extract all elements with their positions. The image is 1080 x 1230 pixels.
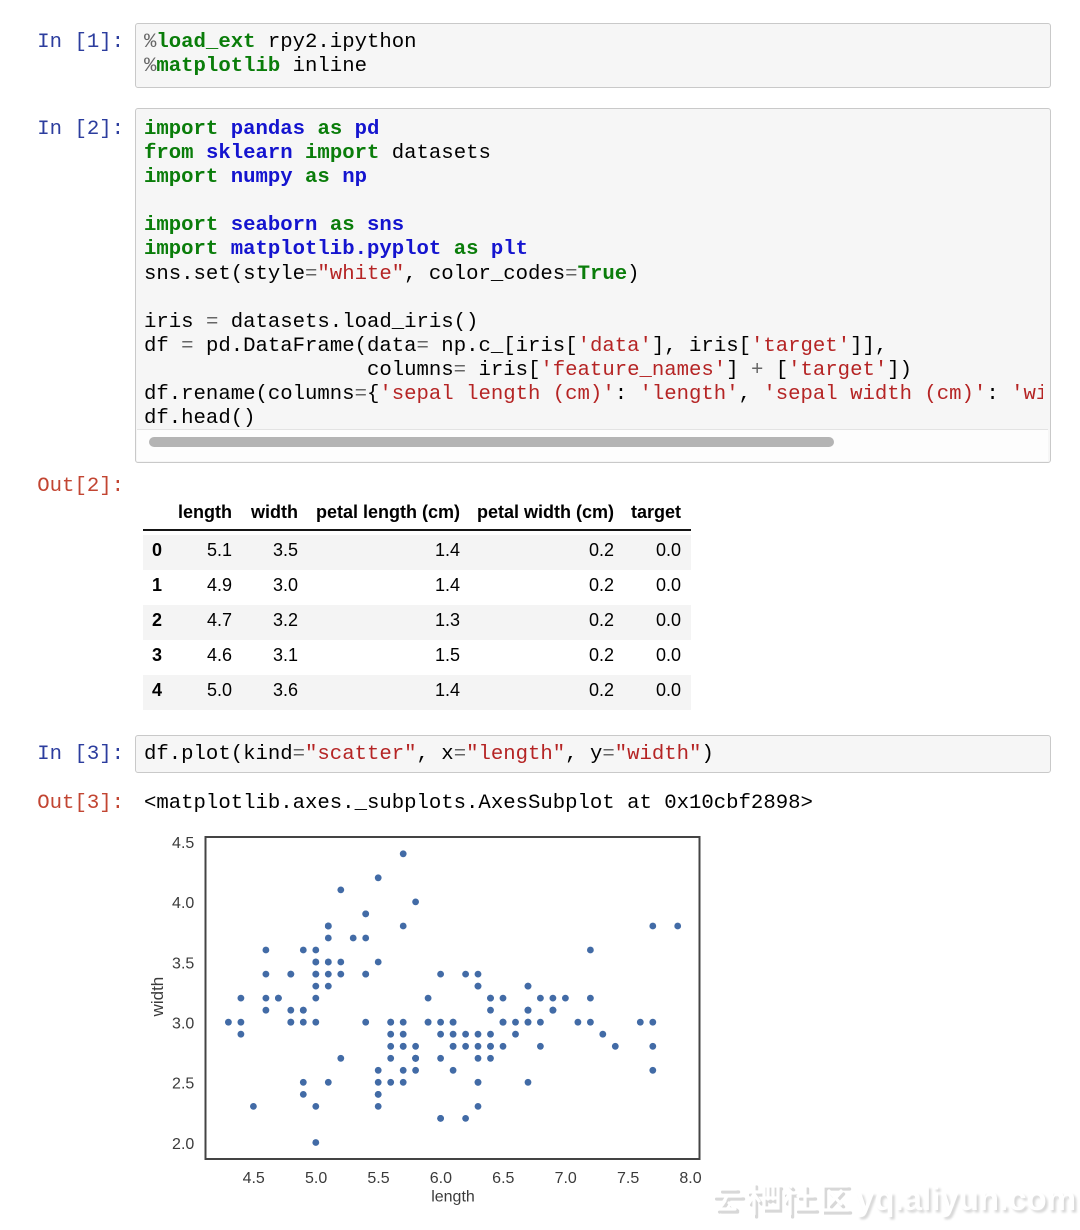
svg-text:4.0: 4.0 — [172, 895, 194, 912]
svg-text:8.0: 8.0 — [679, 1170, 701, 1187]
svg-text:6.0: 6.0 — [430, 1170, 452, 1187]
svg-text:3.5: 3.5 — [172, 955, 194, 972]
svg-text:length: length — [431, 1189, 475, 1206]
svg-text:5.0: 5.0 — [305, 1170, 327, 1187]
svg-text:2.5: 2.5 — [172, 1076, 194, 1093]
svg-text:6.5: 6.5 — [492, 1170, 514, 1187]
svg-text:width: width — [148, 977, 167, 1018]
svg-text:2.0: 2.0 — [172, 1136, 194, 1153]
svg-text:3.0: 3.0 — [172, 1016, 194, 1033]
svg-text:7.5: 7.5 — [617, 1170, 639, 1187]
svg-text:4.5: 4.5 — [243, 1170, 265, 1187]
svg-text:4.5: 4.5 — [172, 835, 194, 852]
svg-text:5.5: 5.5 — [367, 1170, 389, 1187]
svg-text:7.0: 7.0 — [555, 1170, 577, 1187]
